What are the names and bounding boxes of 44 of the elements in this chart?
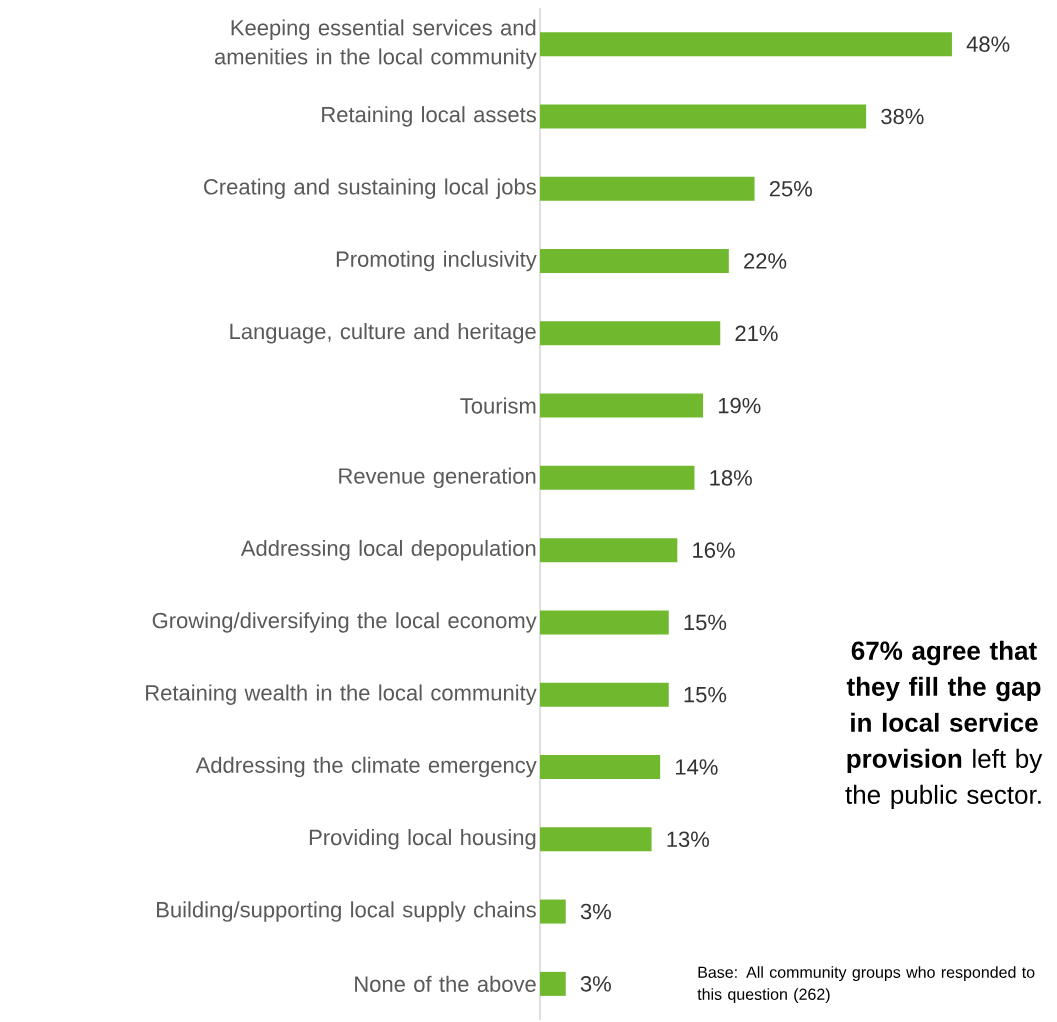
y-tick-label: Promoting inclusivity [336, 250, 537, 272]
y-tick-label: None of the above [355, 975, 536, 992]
data-label: 38% [881, 108, 924, 125]
bar [540, 682, 669, 707]
data-label: 25% [769, 180, 812, 197]
data-label: 22% [744, 253, 787, 269]
data-label: 3% [580, 976, 611, 992]
y-tick-label: Creating and sustaining local jobs [204, 178, 536, 199]
bar [540, 104, 867, 129]
bar [540, 827, 652, 852]
y-tick-label: Keeping essential services and amenities in the local community [214, 19, 537, 69]
data-label: 15% [684, 686, 727, 703]
y-tick-label: Providing local housing [309, 829, 536, 850]
data-label: 18% [710, 470, 752, 486]
data-label: 14% [676, 759, 718, 775]
y-tick-label: Addressing local depopulation [240, 539, 536, 561]
y-tick-label: Language, culture and heritage [230, 323, 536, 344]
bar [540, 538, 678, 563]
annotation: 67% agree that they fill the gap in local service provision left by the public sector. [845, 640, 1043, 810]
data-label: 3% [580, 903, 611, 920]
data-label: 13% [667, 831, 710, 848]
annotation: Base: All community groups who responded to this question (262) [697, 966, 1035, 1004]
bar [540, 249, 729, 273]
bar [540, 321, 721, 346]
y-tick-label: Building/supporting local supply chains [157, 901, 536, 922]
y-tick-label: Tourism [460, 397, 536, 414]
y-tick-label: Retaining local assets [322, 106, 536, 127]
data-label: 21% [735, 325, 778, 342]
data-label: 15% [684, 614, 727, 631]
bar [540, 176, 755, 201]
data-label: 48% [966, 36, 1010, 52]
y-tick-label: Addressing the climate emergency [195, 756, 537, 778]
bar [540, 465, 695, 490]
bar [540, 899, 566, 924]
bar [540, 971, 566, 996]
bar [540, 754, 661, 779]
data-label: 16% [693, 542, 735, 558]
bar [540, 610, 669, 635]
y-tick-label: Growing/diversifying the local economy [152, 612, 537, 633]
y-tick-label: Revenue generation [339, 467, 536, 489]
y-tick-label: Retaining wealth in the local community [146, 684, 537, 705]
bar [540, 393, 704, 418]
bar [540, 32, 952, 57]
data-label: 19% [718, 397, 761, 414]
